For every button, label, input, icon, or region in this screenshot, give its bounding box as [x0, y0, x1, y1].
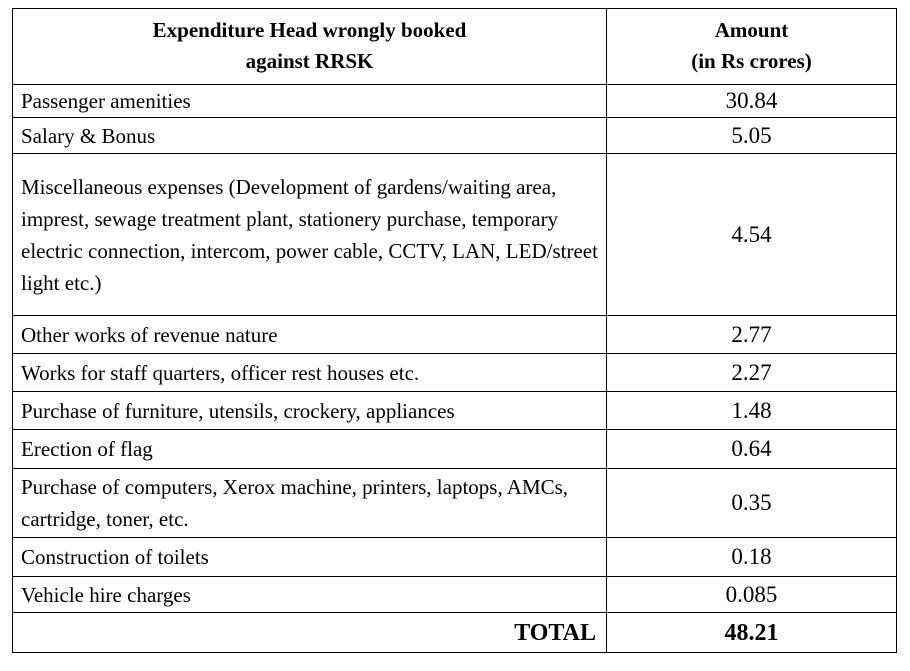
total-row: TOTAL 48.21 [12, 612, 897, 653]
description-cell: Purchase of computers, Xerox machine, pr… [12, 468, 607, 538]
header-text: (in Rs crores) [691, 49, 812, 73]
header-text: Expenditure Head wrongly booked [152, 18, 467, 42]
description-cell: Passenger amenities [12, 84, 607, 118]
data-row: Miscellaneous expenses (Development of g… [12, 153, 897, 316]
total-amount: 48.21 [606, 612, 897, 653]
amount-cell: 2.27 [606, 353, 897, 392]
data-row: Works for staff quarters, officer rest h… [12, 353, 897, 392]
amount-cell: 0.64 [606, 429, 897, 469]
data-row: Vehicle hire charges 0.085 [12, 576, 897, 613]
amount-cell: 5.05 [606, 117, 897, 154]
amount-cell: 0.18 [606, 537, 897, 577]
table-container: Expenditure Head wrongly booked against R… [12, 8, 897, 653]
amount-cell: 0.085 [606, 576, 897, 613]
expenditure-table: Expenditure Head wrongly booked against R… [12, 8, 897, 653]
total-label: TOTAL [12, 612, 607, 653]
data-row: Salary & Bonus 5.05 [12, 117, 897, 154]
header-cell: Amount (in Rs crores) [606, 8, 897, 85]
data-row: Purchase of furniture, utensils, crocker… [12, 391, 897, 430]
amount-cell: 4.54 [606, 153, 897, 316]
amount-cell: 2.77 [606, 315, 897, 354]
data-row: Erection of flag 0.64 [12, 429, 897, 469]
description-cell: Vehicle hire charges [12, 576, 607, 613]
description-cell: Construction of toilets [12, 537, 607, 577]
data-row: Passenger amenities 30.84 [12, 84, 897, 118]
data-row: Other works of revenue nature 2.77 [12, 315, 897, 354]
description-cell: Miscellaneous expenses (Development of g… [12, 153, 607, 316]
description-cell: Salary & Bonus [12, 117, 607, 154]
header-cell: Expenditure Head wrongly booked against R… [12, 8, 607, 85]
header-text: against RRSK [245, 49, 374, 73]
amount-cell: 0.35 [606, 468, 897, 538]
amount-cell: 30.84 [606, 84, 897, 118]
header-text: Amount [714, 18, 789, 42]
data-row: Purchase of computers, Xerox machine, pr… [12, 468, 897, 538]
header-row: Expenditure Head wrongly booked against R… [12, 8, 897, 85]
description-cell: Works for staff quarters, officer rest h… [12, 353, 607, 392]
description-cell: Purchase of furniture, utensils, crocker… [12, 391, 607, 430]
data-row: Construction of toilets 0.18 [12, 537, 897, 577]
amount-cell: 1.48 [606, 391, 897, 430]
description-cell: Erection of flag [12, 429, 607, 469]
description-cell: Other works of revenue nature [12, 315, 607, 354]
